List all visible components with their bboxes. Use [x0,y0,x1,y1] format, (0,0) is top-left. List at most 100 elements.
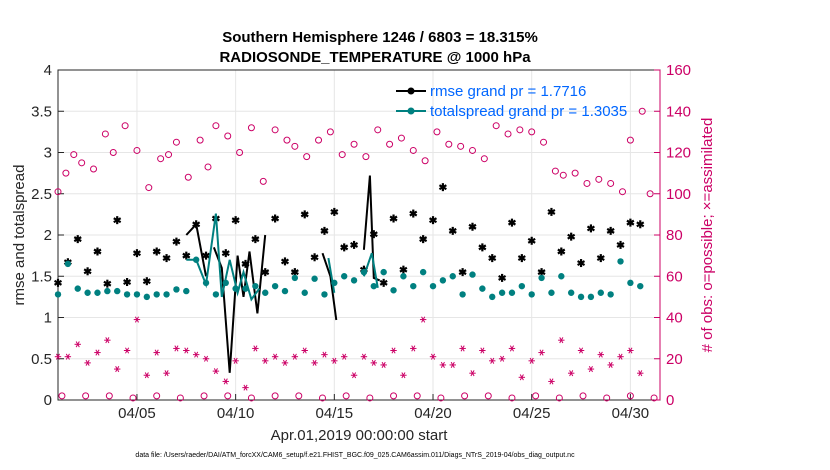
rmse-line-segment [212,234,267,373]
obs-assimilated-stroke [539,349,544,356]
spread-point [617,258,624,265]
spread-point [143,293,151,301]
obs-possible-point [90,165,98,173]
rmse-point-stroke [626,219,635,226]
rmse-point [142,277,151,286]
obs-baseline-point [247,394,255,402]
spread-point [252,282,259,290]
rmse-point-stroke [300,211,309,218]
spread-point [498,289,506,296]
rmse-point [340,243,349,252]
rmse-point-stroke [261,269,270,276]
obs-assimilated-point [54,353,62,360]
obs-assimilated-point [271,353,279,360]
obs-assimilated-stroke [500,355,505,362]
obs-assimilated-point [469,370,476,377]
rmse-point-stroke [113,217,122,224]
obs-assimilated-point [548,378,555,385]
series-layer [53,175,645,373]
obs-baseline-point [603,394,611,402]
x-tick-label: 04/30 [612,405,650,422]
spread-point [419,268,427,276]
rmse-point [616,240,625,249]
obs-assimilated-stroke [273,353,278,360]
rmse-point-stroke [507,219,516,226]
obs-possible-point [303,153,311,161]
rmse-point [557,247,566,256]
obs-baseline-point [555,394,563,402]
obs-baseline-point [342,392,350,400]
spread-point [242,285,249,292]
spread-point [212,291,220,298]
rmse-point-stroke [241,260,250,267]
rmse-point-stroke [93,248,102,255]
obs-possible-point [386,140,394,148]
x-tick-label: 04/15 [316,405,354,422]
rmse-point-stroke [310,254,319,261]
legend-spread-label: totalspread grand pr = 1.3035 [430,103,627,120]
rmse-point-stroke [567,233,576,240]
spread-point [74,285,81,292]
obs-possible-point [271,126,279,134]
rmse-point-stroke [409,210,418,217]
y-right-tick-label: 80 [666,227,683,244]
obs-possible-point [315,136,323,144]
obs-baseline-point [318,394,326,402]
spread-point [114,287,121,295]
rmse-point-stroke [429,217,438,224]
spread-point [281,287,289,295]
rmse-point-stroke [73,236,82,243]
obs-possible-point [172,138,180,146]
rmse-point-stroke [488,255,497,262]
obs-possible-point [607,179,615,187]
obs-possible-point [54,188,62,196]
spread-point [331,279,338,287]
obs-assimilated-stroke [322,351,327,358]
rmse-point-stroke [350,241,359,248]
rmse-point [172,237,181,246]
y-tick-label: 3.5 [31,103,52,120]
y-tick-label: 4 [44,62,52,79]
obs-assimilated-stroke [85,359,90,366]
y-tick-label: 2.5 [31,186,52,203]
spread-point [538,274,545,282]
x-axis-label: Apr.01,2019 00:00:00 start [271,427,449,444]
spread-point [232,285,239,292]
rmse-point-stroke [202,252,211,259]
obs-possible-point [291,142,299,150]
obs-assimilated-stroke [125,347,130,354]
obs-assimilated-stroke [371,359,376,366]
rmse-line-segment [185,222,207,277]
spread-point [469,271,476,278]
y-right-tick-label: 160 [666,62,691,79]
rmse-point [53,278,63,287]
spread-point [183,287,190,295]
spread-point [370,282,378,290]
obs-assimilated-point [538,349,545,356]
obs-assimilated-stroke [75,341,80,348]
rmse-point-stroke [478,244,487,251]
rmse-point-stroke [448,227,457,234]
obs-possible-point [433,128,441,136]
rmse-point [488,254,497,263]
obs-baseline-point [579,392,587,400]
obs-assimilated-stroke [154,349,159,356]
rmse-point [300,210,309,219]
spread-point [459,291,466,298]
obs-assimilated-point [321,351,328,358]
obs-possible-point [236,149,244,156]
rmse-point-stroke [577,260,586,267]
obs-assimilated-stroke [292,353,297,360]
obs-possible-point [540,138,548,146]
obs-assimilated-point [252,345,259,352]
obs-assimilated-point [577,347,585,354]
obs-baseline-point [413,392,421,400]
obs-possible-point [638,107,646,115]
obs-assimilated-stroke [490,357,495,364]
rmse-point-stroke [389,215,398,222]
obs-baseline-point [390,392,398,400]
rmse-point-stroke [53,279,63,286]
obs-possible-point [70,151,78,159]
obs-assimilated-stroke [223,378,228,385]
obs-assimilated-point [360,353,368,360]
